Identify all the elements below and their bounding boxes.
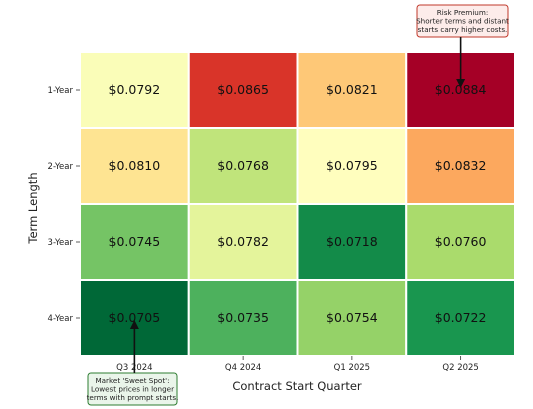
y-axis-ticks: 1-Year 2-Year 3-Year 4-Year xyxy=(48,86,80,324)
heatmap-cell xyxy=(296,127,408,205)
heatmap-cell xyxy=(405,51,516,129)
cell-value-label: $0.0832 xyxy=(435,158,487,173)
heatmap-cell xyxy=(79,51,190,129)
x-axis-ticks: Q3 2024 Q4 2024 Q1 2025 Q2 2025 xyxy=(116,356,479,373)
sweet-spot-callout-text: Lowest prices in longer xyxy=(91,385,174,394)
x-tick-label: Q4 2024 xyxy=(225,363,261,373)
heatmap-cell xyxy=(187,127,299,205)
cell-value-label: $0.0735 xyxy=(217,310,269,325)
sweet-spot-callout-text: terms with prompt starts. xyxy=(87,393,179,402)
y-tick-label: 2-Year xyxy=(48,162,74,172)
risk-premium-callout-text: Risk Premium: xyxy=(437,8,489,17)
heatmap-cell xyxy=(296,203,408,281)
heatmap-cell xyxy=(405,203,516,281)
cell-value-label: $0.0768 xyxy=(217,158,269,173)
cell-value-label: $0.0884 xyxy=(435,82,487,97)
annotation-arrowhead xyxy=(129,320,139,329)
y-tick-label: 3-Year xyxy=(48,238,74,248)
cell-value-label: $0.0718 xyxy=(326,234,378,249)
cell-value-label: $0.0865 xyxy=(217,82,269,97)
sweet-spot-callout-text: Market 'Sweet Spot': xyxy=(95,376,169,385)
cell-value-label: $0.0722 xyxy=(435,310,487,325)
cell-value-label: $0.0821 xyxy=(326,82,378,97)
annotation-arrowhead xyxy=(456,79,466,88)
y-tick-label: 4-Year xyxy=(48,314,74,324)
heatmap-cell xyxy=(79,203,190,281)
risk-premium-callout-text: starts carry higher costs. xyxy=(418,25,508,34)
cell-value-label: $0.0795 xyxy=(326,158,378,173)
annotations: Risk Premium:Shorter terms and distantst… xyxy=(87,4,509,406)
heatmap-cell xyxy=(405,127,516,205)
cell-value-label: $0.0754 xyxy=(326,310,378,325)
x-axis-title: Contract Start Quarter xyxy=(232,379,362,393)
cell-value-label: $0.0810 xyxy=(109,158,161,173)
cell-value-label: $0.0745 xyxy=(109,234,161,249)
y-tick-label: 1-Year xyxy=(48,86,74,96)
cell-value-label: $0.0705 xyxy=(109,310,161,325)
risk-premium-callout xyxy=(416,4,509,38)
cell-value-label: $0.0792 xyxy=(109,82,161,97)
heatmap-cells: $0.0792 $0.0865 $0.0821 $0.0884 $0.0810 $0.07… xyxy=(79,51,516,357)
risk-premium-callout-text: Shorter terms and distant xyxy=(416,17,509,26)
cell-value-label: $0.0760 xyxy=(435,234,487,249)
cell-value-label: $0.0782 xyxy=(217,234,269,249)
heatmap-cell xyxy=(79,127,190,205)
sweet-spot-callout xyxy=(87,372,178,406)
heatmap-cell xyxy=(187,51,299,129)
x-tick-label: Q1 2025 xyxy=(334,363,370,373)
x-tick-label: Q2 2025 xyxy=(442,363,478,373)
y-axis-title: Term Length xyxy=(26,172,40,244)
